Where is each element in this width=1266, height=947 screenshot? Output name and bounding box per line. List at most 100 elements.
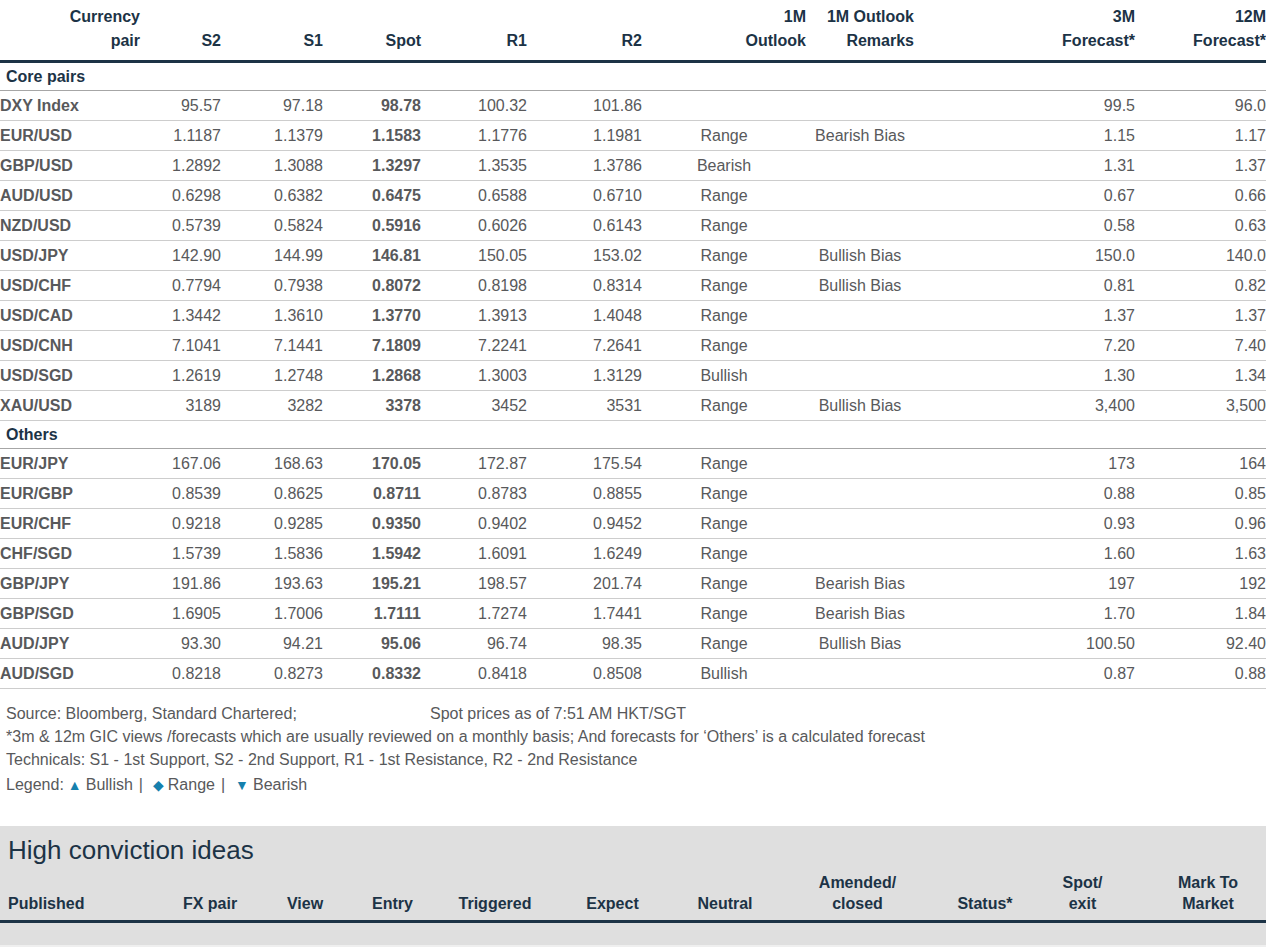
r2-cell: 1.4048	[527, 301, 642, 331]
f3m-cell: 0.58	[914, 211, 1135, 241]
pair-cell: EUR/GBP	[0, 479, 140, 509]
f12m-cell: 1.37	[1135, 151, 1266, 181]
spot-cell: 0.8711	[323, 479, 421, 509]
outlook-cell: Range	[642, 211, 806, 241]
s1-cell: 94.21	[221, 629, 323, 659]
f3m-cell: 0.81	[914, 271, 1135, 301]
f12m-cell: 92.40	[1135, 629, 1266, 659]
footnotes: Source: Bloomberg, Standard Chartered;Sp…	[0, 689, 1266, 797]
high-conviction-table: PublishedFX pairViewEntryTriggeredExpect…	[0, 864, 1266, 923]
outlook-cell: Range	[642, 449, 806, 479]
s1-cell: 0.9285	[221, 509, 323, 539]
f12m-cell: 96.0	[1135, 91, 1266, 121]
r1-cell: 0.8783	[421, 479, 527, 509]
r2-cell: 7.2641	[527, 331, 642, 361]
spot-cell: 7.1809	[323, 331, 421, 361]
r1-cell: 0.8418	[421, 659, 527, 689]
triangle-up-icon: ▲	[64, 777, 86, 793]
s2-cell: 0.9218	[140, 509, 221, 539]
remarks-cell: Bearish Bias	[806, 599, 914, 629]
f3m-cell: 1.30	[914, 361, 1135, 391]
empty-row	[0, 923, 1266, 947]
s1-cell: 1.7006	[221, 599, 323, 629]
remarks-cell: Bearish Bias	[806, 569, 914, 599]
hci-column-header-entry: Entry	[330, 864, 455, 922]
hci-column-header-amended-: Amended/closed	[760, 864, 955, 922]
s1-cell: 1.2748	[221, 361, 323, 391]
column-header-f12m: 12MForecast*	[1135, 0, 1266, 62]
pair-cell: AUD/USD	[0, 181, 140, 211]
spot-cell: 1.5942	[323, 539, 421, 569]
r1-cell: 0.8198	[421, 271, 527, 301]
r1-cell: 1.6091	[421, 539, 527, 569]
r1-cell: 7.2241	[421, 331, 527, 361]
r1-cell: 0.6026	[421, 211, 527, 241]
spot-cell: 0.6475	[323, 181, 421, 211]
f12m-cell: 192	[1135, 569, 1266, 599]
legend-separator: |	[215, 776, 231, 793]
r1-cell: 150.05	[421, 241, 527, 271]
table-row: AUD/USD0.62980.63820.64750.65880.6710Ran…	[0, 181, 1266, 211]
s1-cell: 1.1379	[221, 121, 323, 151]
spot-cell: 1.3297	[323, 151, 421, 181]
r1-cell: 3452	[421, 391, 527, 421]
hci-column-header-fx-pair: FX pair	[140, 864, 280, 922]
pair-cell: CHF/SGD	[0, 539, 140, 569]
pair-cell: USD/JPY	[0, 241, 140, 271]
pair-cell: GBP/JPY	[0, 569, 140, 599]
f12m-cell: 1.17	[1135, 121, 1266, 151]
remarks-cell	[806, 539, 914, 569]
f12m-cell: 1.37	[1135, 301, 1266, 331]
section-row: Others	[0, 421, 1266, 449]
s2-cell: 0.6298	[140, 181, 221, 211]
outlook-cell: Range	[642, 181, 806, 211]
f3m-cell: 0.67	[914, 181, 1135, 211]
spot-cell: 0.9350	[323, 509, 421, 539]
remarks-cell	[806, 449, 914, 479]
s2-cell: 0.5739	[140, 211, 221, 241]
table-row: EUR/JPY167.06168.63170.05172.87175.54Ran…	[0, 449, 1266, 479]
f3m-cell: 1.31	[914, 151, 1135, 181]
s2-cell: 1.2892	[140, 151, 221, 181]
remarks-cell: Bearish Bias	[806, 121, 914, 151]
column-header-r1: R1	[421, 0, 527, 62]
s1-cell: 0.7938	[221, 271, 323, 301]
f3m-cell: 150.0	[914, 241, 1135, 271]
hci-column-header-spot-: Spot/exit	[1015, 864, 1150, 922]
table-row: EUR/USD1.11871.13791.15831.17761.1981Ran…	[0, 121, 1266, 151]
f3m-cell: 197	[914, 569, 1135, 599]
hci-column-header-status-: Status*	[955, 864, 1015, 922]
r1-cell: 1.1776	[421, 121, 527, 151]
table-row: GBP/USD1.28921.30881.32971.35351.3786Bea…	[0, 151, 1266, 181]
r2-cell: 1.7441	[527, 599, 642, 629]
column-header-r2: R2	[527, 0, 642, 62]
s1-cell: 193.63	[221, 569, 323, 599]
s2-cell: 1.1187	[140, 121, 221, 151]
table-row: AUD/JPY93.3094.2195.0696.7498.35RangeBul…	[0, 629, 1266, 659]
remarks-cell	[806, 659, 914, 689]
outlook-cell: Range	[642, 479, 806, 509]
remarks-cell	[806, 331, 914, 361]
technicals-note: Technicals: S1 - 1st Support, S2 - 2nd S…	[6, 748, 1266, 771]
s2-cell: 0.8539	[140, 479, 221, 509]
s1-cell: 1.5836	[221, 539, 323, 569]
table-row: GBP/SGD1.69051.70061.71111.72741.7441Ran…	[0, 599, 1266, 629]
f12m-cell: 0.85	[1135, 479, 1266, 509]
hci-column-header-triggered: Triggered	[455, 864, 535, 922]
s2-cell: 167.06	[140, 449, 221, 479]
column-header-s1: S1	[221, 0, 323, 62]
s1-cell: 0.8273	[221, 659, 323, 689]
section-label: Core pairs	[0, 62, 1266, 91]
spot-cell: 3378	[323, 391, 421, 421]
table-row: GBP/JPY191.86193.63195.21198.57201.74Ran…	[0, 569, 1266, 599]
s2-cell: 1.5739	[140, 539, 221, 569]
section-row: Core pairs	[0, 62, 1266, 91]
table-row: CHF/SGD1.57391.58361.59421.60911.6249Ran…	[0, 539, 1266, 569]
spot-cell: 95.06	[323, 629, 421, 659]
s2-cell: 191.86	[140, 569, 221, 599]
spot-asof-note: Spot prices as of 7:51 AM HKT/SGT	[430, 705, 686, 722]
s2-cell: 0.7794	[140, 271, 221, 301]
fx-table-header-row: CurrencypairS2S1SpotR1R21MOutlook1M Outl…	[0, 0, 1266, 62]
remarks-cell	[806, 211, 914, 241]
f12m-cell: 1.34	[1135, 361, 1266, 391]
